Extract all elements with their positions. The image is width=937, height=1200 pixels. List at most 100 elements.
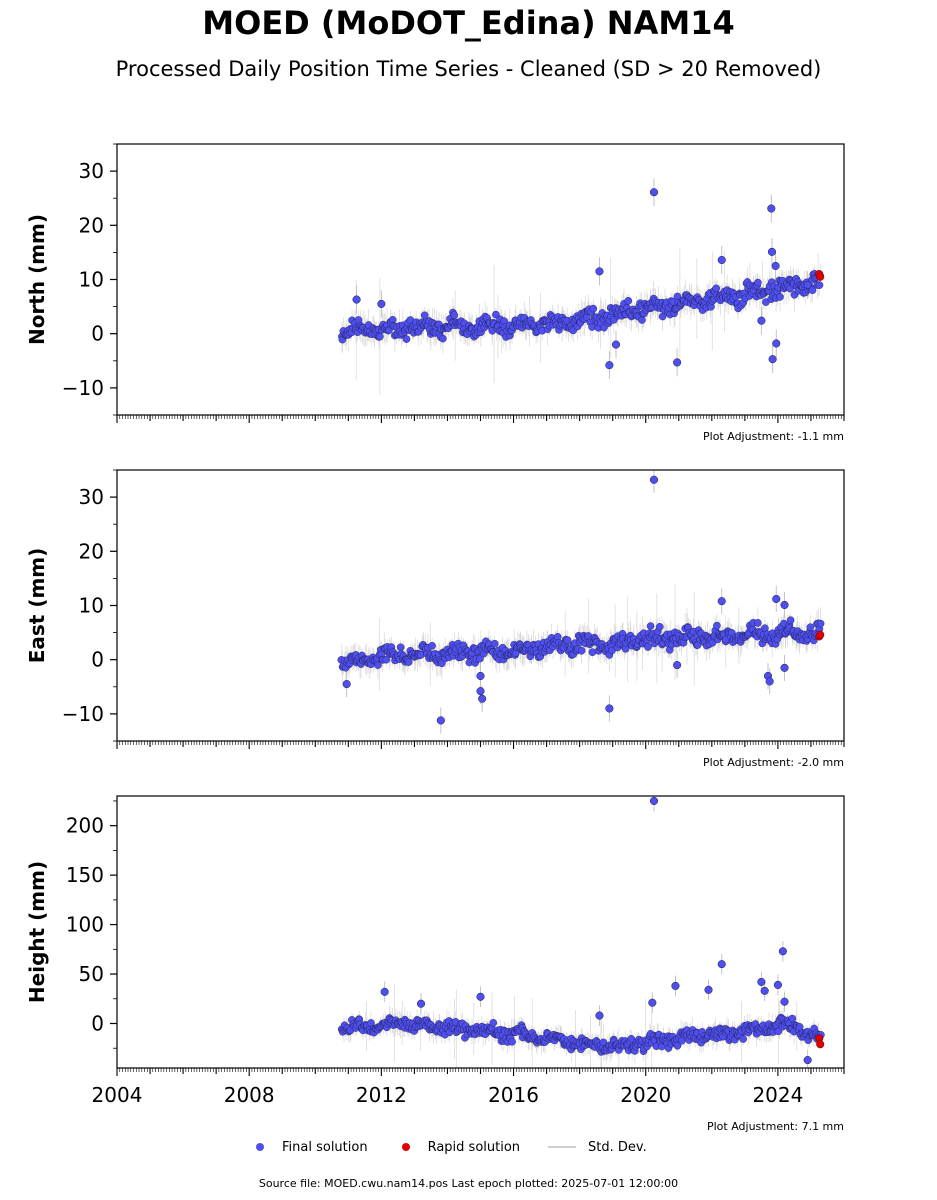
outlier-point [380,987,389,996]
outlier-points [380,796,812,1065]
rapid-point [816,630,825,639]
outlier-point [476,671,485,681]
y-tick-label: 30 [79,485,104,509]
final-point [655,623,664,631]
final-point [490,639,499,648]
final-point [795,1023,804,1031]
final-point [439,334,447,343]
final-point [754,278,762,287]
plot-area [337,796,825,1068]
x-tick-label: 2012 [356,1083,407,1107]
outlier-point [605,361,614,370]
y-tick-label: 10 [79,594,104,618]
final-solution-points [337,616,825,672]
y-tick-label: 0 [91,1011,104,1035]
final-point [420,311,429,320]
plot-area [337,470,825,734]
final-point [673,1041,682,1050]
final-solution-marker-icon [256,1143,264,1151]
final-solution-points [338,269,825,344]
final-point [646,622,655,630]
y-tick-label: 20 [79,539,104,563]
outlier-point [717,255,726,265]
final-point [788,1014,797,1023]
outlier-point [773,980,782,989]
final-point [816,619,825,628]
final-point [712,284,721,293]
source-note: Source file: MOED.cwu.nam14.pos Last epo… [258,1177,679,1190]
outlier-point [771,261,780,271]
outlier-point [595,267,604,276]
outlier-point [649,188,659,197]
outlier-point [476,687,485,696]
legend-item-std: Std. Dev. [548,1140,647,1155]
legend-final-label: Final solution [282,1139,368,1155]
outlier-point [377,299,386,308]
outlier-point [767,247,777,256]
outlier-point [478,694,487,703]
final-point [404,658,413,666]
x-tick-label: 2016 [488,1083,539,1107]
final-point [815,281,824,289]
final-point [508,1038,516,1046]
height-panel: 0 50 100 150 200 2004 2008 2012 2016 2020 2024 Heig… [25,795,845,1133]
outlier-point [803,1056,812,1065]
final-point [713,621,721,630]
outlier-point [595,1011,604,1020]
legend-item-final: Final solution [250,1140,368,1155]
outlier-point [416,999,426,1008]
outlier-point [648,998,657,1007]
rapid-point [816,272,825,281]
y-axis-label: North (mm) [25,214,49,345]
x-tick-label: 2024 [752,1083,803,1107]
rapid-solution-points [815,630,825,641]
y-tick-label: 30 [79,159,104,183]
outlier-point [717,960,726,969]
outlier-point [342,680,351,689]
final-point [599,1038,608,1047]
outlier-points [352,188,812,370]
y-tick-label: −10 [62,376,104,400]
outlier-point [772,594,781,604]
final-point [396,643,405,652]
y-tick-label: 150 [66,863,104,887]
outlier-point [768,355,777,364]
rapid-solution-points [815,1034,825,1049]
plot-area [338,178,825,396]
outlier-point [673,661,682,670]
final-point [402,335,411,343]
y-tick-label: 0 [91,648,104,672]
final-point [624,296,633,305]
legend-std-label: Std. Dev. [588,1139,647,1155]
y-tick-label: 10 [79,268,104,292]
y-tick-label: 0 [91,322,104,346]
outlier-point [611,340,621,349]
outlier-point [780,997,789,1006]
final-point [577,646,586,655]
page-subtitle: Processed Daily Position Time Series - C… [115,57,822,81]
outlier-point [757,316,766,325]
final-point [376,332,384,341]
outlier-point [767,204,776,213]
outlier-point [649,796,659,805]
std-dev-bars [340,470,821,734]
x-tick-label: 2020 [620,1083,671,1107]
plot-frame [116,143,845,416]
final-point [739,1035,748,1043]
final-point [808,286,817,295]
final-point [450,311,459,319]
final-point [806,623,815,632]
outlier-point [765,677,774,686]
outlier-point [352,295,361,304]
outlier-point [717,597,726,606]
page-title: MOED (MoDOT_Edina) NAM14 [202,4,735,42]
final-point [776,293,784,301]
final-point [374,661,382,669]
final-point [563,636,572,644]
outlier-point [704,985,713,994]
plot-adjustment-note: Plot Adjustment: -2.0 mm [703,756,844,769]
north-panel: −10 0 10 20 30 North (mm) Plot Adjustment: -1.… [25,143,845,443]
final-point [638,316,646,324]
y-axis-label: Height (mm) [25,861,49,1003]
